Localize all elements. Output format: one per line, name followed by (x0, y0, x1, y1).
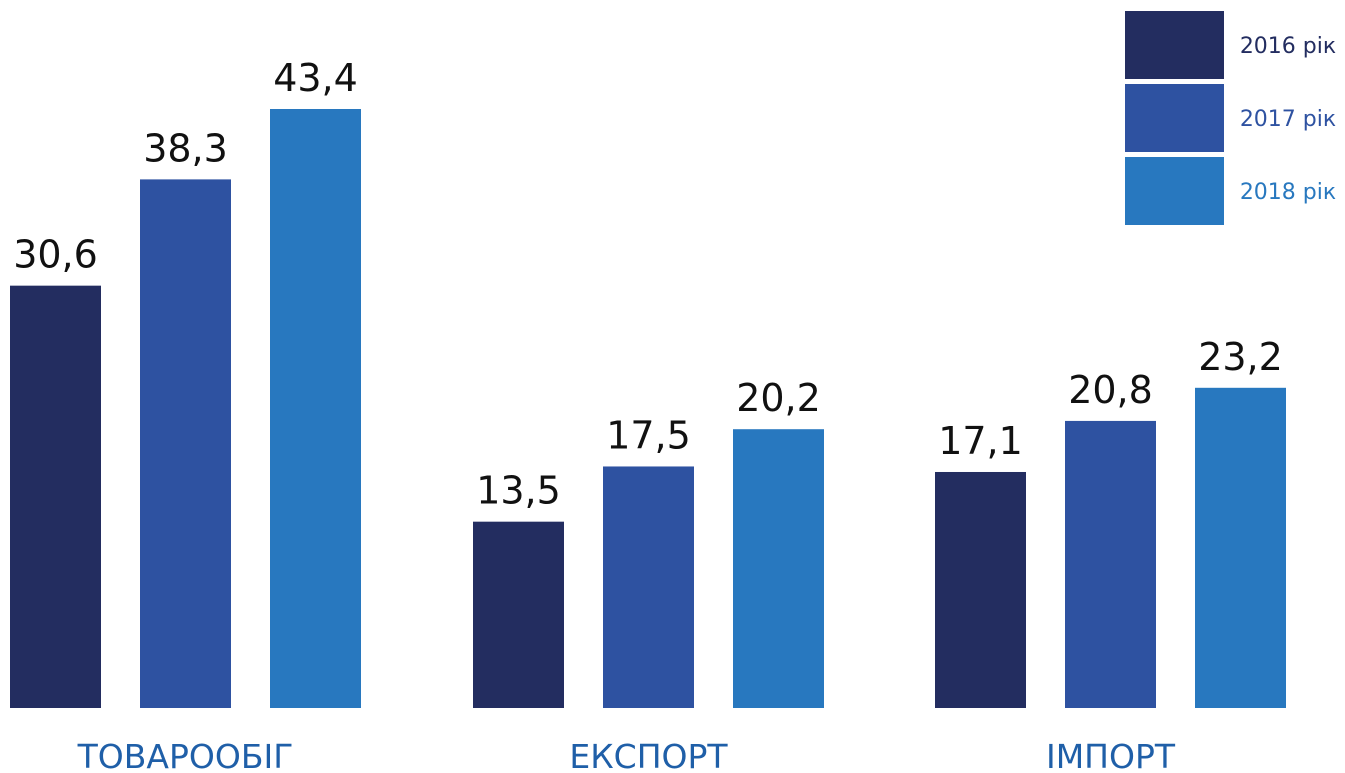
bar (270, 109, 361, 708)
bar (733, 429, 824, 708)
legend-item: 2017 рік (1125, 84, 1336, 152)
category-label: ЕКСПОРТ (569, 737, 728, 773)
bar-value-label: 17,1 (938, 419, 1023, 463)
bar-value-label: 20,8 (1068, 368, 1153, 412)
legend-item: 2018 рік (1125, 157, 1336, 225)
bar (473, 521, 564, 708)
legend-swatch (1125, 157, 1224, 225)
legend-swatch (1125, 11, 1224, 79)
bar (603, 466, 694, 708)
legend-item: 2016 рік (1125, 11, 1336, 79)
legend-label: 2016 рік (1240, 34, 1336, 59)
bar-value-label: 13,5 (476, 469, 561, 513)
bar-value-label: 17,5 (606, 413, 691, 457)
bar-group-1: 13,5 17,5 20,2 ЕКСПОРТ (473, 376, 824, 773)
legend-label: 2018 рік (1240, 180, 1336, 205)
category-label: ІМПОРТ (1046, 737, 1176, 773)
bar (140, 179, 231, 708)
bar (935, 471, 1026, 708)
bar-value-label: 30,6 (13, 233, 98, 277)
legend-label: 2017 рік (1240, 107, 1336, 132)
bar-value-label: 43,4 (273, 56, 358, 100)
bar-value-label: 23,2 (1198, 335, 1283, 379)
category-label: ТОВАРООБІГ (77, 737, 294, 773)
bar (10, 285, 101, 708)
bar-value-label: 38,3 (143, 126, 228, 170)
bar-group-2: 17,1 20,8 23,2 ІМПОРТ (935, 335, 1286, 773)
bar (1195, 387, 1286, 708)
bar-value-label: 20,2 (736, 376, 821, 420)
bar (1065, 420, 1156, 708)
bar-group-0: 30,6 38,3 43,4 ТОВАРООБІГ (10, 56, 361, 773)
legend-swatch (1125, 84, 1224, 152)
legend: 2016 рік 2017 рік 2018 рік (1125, 11, 1336, 225)
